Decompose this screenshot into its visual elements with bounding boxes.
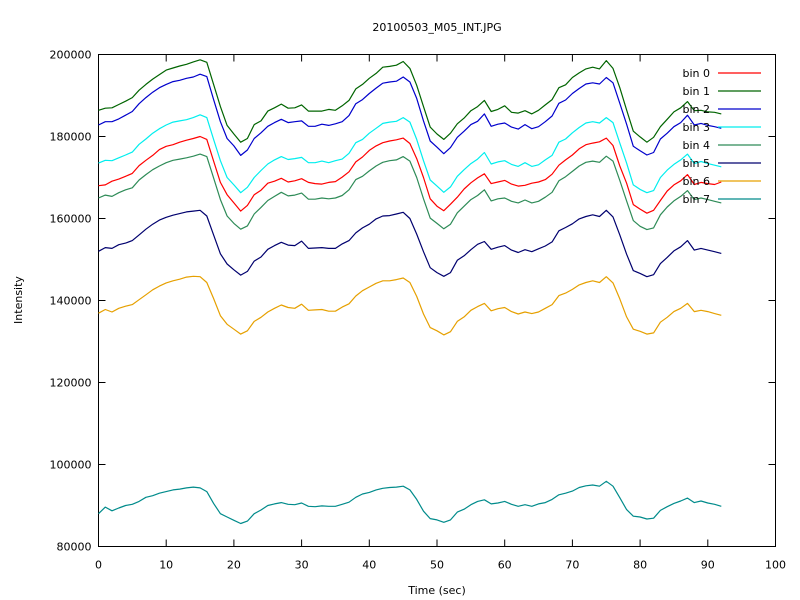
x-tick-label: 50 (430, 559, 444, 572)
series-line-bin-5 (98, 209, 722, 278)
legend-label: bin 4 (682, 139, 710, 152)
y-tick-label: 200000 (50, 49, 92, 62)
x-tick-label: 100 (765, 559, 786, 572)
y-tick-label: 160000 (50, 213, 92, 226)
legend-label: bin 2 (682, 103, 710, 116)
series-line-bin-6 (98, 275, 722, 336)
x-tick-label: 0 (95, 559, 102, 572)
legend-label: bin 6 (682, 175, 710, 188)
x-tick-label: 40 (362, 559, 376, 572)
series-line-bin-3 (98, 114, 722, 194)
x-tick-label: 20 (227, 559, 241, 572)
legend-label: bin 3 (682, 121, 710, 134)
y-tick-label: 100000 (50, 459, 92, 472)
series-line-bin-4 (98, 153, 722, 231)
x-axis-label: Time (sec) (407, 584, 466, 597)
legend-label: bin 7 (682, 193, 710, 206)
series-line-bin-1 (98, 59, 722, 143)
series-line-bin-0 (98, 135, 722, 214)
y-tick-label: 140000 (50, 295, 92, 308)
legend-label: bin 5 (682, 157, 710, 170)
y-axis-label: Intensity (12, 276, 25, 324)
chart-title: 20100503_M05_INT.JPG (372, 21, 501, 34)
series-line-bin-2 (98, 73, 722, 156)
series-line-bin-7 (98, 480, 722, 525)
y-axis: 80000 100000 120000 140000 160000 180000 20000… (50, 49, 776, 554)
x-tick-label: 30 (295, 559, 309, 572)
series-layer (98, 59, 722, 525)
x-tick-label: 90 (701, 559, 715, 572)
x-tick-label: 80 (633, 559, 647, 572)
legend-label: bin 1 (682, 85, 710, 98)
x-tick-label: 60 (498, 559, 512, 572)
x-axis: 0 10 20 30 40 50 60 70 80 90 100 (95, 54, 786, 572)
legend-label: bin 0 (682, 67, 710, 80)
x-tick-label: 10 (159, 559, 173, 572)
y-tick-label: 180000 (50, 131, 92, 144)
y-tick-label: 80000 (57, 541, 92, 554)
plot-frame (98, 54, 776, 547)
y-tick-label: 120000 (50, 377, 92, 390)
legend: bin 0 bin 1 bin 2 bin 3 bin 4 bin 5 bin 6 bin 7 (682, 67, 761, 206)
x-tick-label: 70 (565, 559, 579, 572)
